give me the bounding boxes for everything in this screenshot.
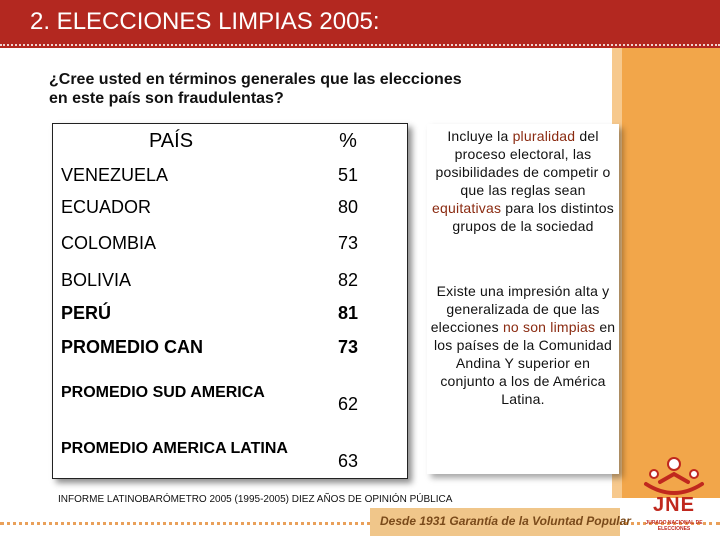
slogan: Desde 1931 Garantía de la Voluntad Popul… xyxy=(380,514,631,528)
logo-emblem-icon xyxy=(644,457,704,495)
country-cell: BOLIVIA xyxy=(61,269,132,290)
note-plurality: Incluye la pluralidad del proceso electo… xyxy=(427,127,619,235)
value-cell: 62 xyxy=(337,393,359,414)
country-cell: PROMEDIO AMERICA LATINA xyxy=(61,440,288,458)
results-table: PAÍS % VENEZUELA 51 ECUADOR 80 COLOMBIA … xyxy=(52,123,408,479)
table-row: VENEZUELA 51 xyxy=(53,160,408,191)
value-cell: 73 xyxy=(337,233,359,253)
note-text: Incluye la xyxy=(447,128,513,144)
value-cell: 80 xyxy=(337,196,359,217)
country-cell: PROMEDIO CAN xyxy=(61,337,204,357)
country-cell: VENEZUELA xyxy=(61,164,169,185)
table-row: PROMEDIO CAN 73 xyxy=(53,331,408,365)
source-citation: INFORME LATINOBARÓMETRO 2005 (1995-2005)… xyxy=(58,494,453,505)
survey-question: ¿Cree usted en términos generales que la… xyxy=(49,71,462,107)
notes-panel: Incluye la pluralidad del proceso electo… xyxy=(427,124,619,474)
table-header-row: PAÍS % xyxy=(53,124,408,160)
table-row: PERÚ 81 xyxy=(53,297,408,331)
table-row: PROMEDIO AMERICA LATINA 63 xyxy=(53,421,408,479)
note-text: en los países de la Comunidad Andina Y s… xyxy=(434,319,616,407)
header-country: PAÍS xyxy=(148,130,194,153)
title-dotted-line xyxy=(0,44,720,46)
country-cell: PROMEDIO SUD AMERICA xyxy=(61,383,265,401)
note-impression: Existe una impresión alta y generalizada… xyxy=(427,282,619,408)
note-highlight: pluralidad xyxy=(512,128,576,144)
slide-title: 2. ELECCIONES LIMPIAS 2005: xyxy=(30,8,380,35)
jne-logo: JNE JURADO NACIONAL DE ELECCIONES xyxy=(632,452,716,536)
table-row: ECUADOR 80 xyxy=(53,191,408,224)
country-cell: ECUADOR xyxy=(61,196,152,217)
table-row: BOLIVIA 82 xyxy=(53,264,408,297)
table-row: COLOMBIA 73 xyxy=(53,224,408,264)
country-cell: COLOMBIA xyxy=(61,233,157,253)
note-text: Existe una impresión alta y generalizada… xyxy=(430,283,610,335)
logo-text: JNE xyxy=(653,494,695,516)
header-percent: % xyxy=(339,130,357,153)
logo-subtitle: JURADO NACIONAL DE ELECCIONES xyxy=(645,520,703,532)
footer-dotted-line xyxy=(0,522,720,525)
value-cell: 73 xyxy=(337,337,359,357)
decorative-band xyxy=(622,48,720,498)
country-cell: PERÚ xyxy=(61,303,112,323)
note-text: del proceso electoral, las posibilidades… xyxy=(435,128,611,198)
value-cell: 51 xyxy=(337,164,359,185)
value-cell: 63 xyxy=(337,451,359,471)
table-row: PROMEDIO SUD AMERICA 62 xyxy=(53,365,408,421)
note-highlight: equitativas xyxy=(432,200,502,216)
value-cell: 81 xyxy=(337,303,359,323)
value-cell: 82 xyxy=(337,269,359,290)
note-highlight: no son limpias xyxy=(502,319,596,335)
slogan-bar: Desde 1931 Garantía de la Voluntad Popul… xyxy=(370,508,631,536)
note-text: para los distintos grupos de la sociedad xyxy=(452,200,614,234)
title-bar: 2. ELECCIONES LIMPIAS 2005: xyxy=(0,0,720,48)
